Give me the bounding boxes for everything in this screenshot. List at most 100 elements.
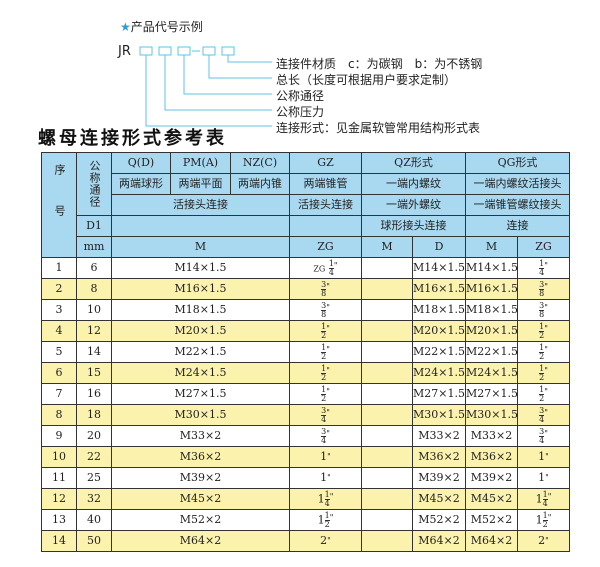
m-cell: M64×2 <box>111 530 290 552</box>
qg-m-cell: M30×1.5 <box>465 404 519 426</box>
table-row: 10 22 M36×2 1" M36×2 M36×2 1" <box>41 446 571 468</box>
m-cell: M36×2 <box>111 446 290 468</box>
seq-cell: 12 <box>41 488 77 510</box>
dn-cell: 8 <box>76 278 112 300</box>
m-cell: M14×1.5 <box>111 257 290 279</box>
m-cell: M45×2 <box>111 488 290 510</box>
header-gz-connection: 活接头连接 <box>289 194 362 216</box>
qg-zg-cell: 3 8 " <box>517 299 571 321</box>
qg-zg-cell: 1" <box>517 446 571 468</box>
qg-zg-cell: 1 2 " <box>517 341 571 363</box>
qz-m-cell <box>361 257 413 279</box>
qz-m-cell <box>361 299 413 321</box>
m-cell: M52×2 <box>111 509 290 531</box>
qg-zg-cell: 3 8 " <box>517 278 571 300</box>
zg-cell: 1 1 4 " <box>289 488 362 510</box>
dn-cell: 12 <box>76 320 112 342</box>
qz-d-cell: M14×1.5 <box>411 257 467 279</box>
qz-m-cell <box>361 404 413 426</box>
label-pressure: 公称压力 <box>276 105 325 119</box>
nut-connection-table: 序号 公称通径 Q(D) PM(A) NZ(C) GZ QZ形式 QG形式 两端… <box>41 152 571 552</box>
header-qg-desc3: 连接 <box>465 215 571 237</box>
whole-part: 1 <box>317 492 325 505</box>
header-mm: mm <box>76 236 112 258</box>
header-qz: QZ形式 <box>360 152 467 174</box>
table-row: 2 8 M16×1.5 3 8 " M16×1.5 M16×1.5 3 8 " <box>41 278 571 300</box>
qz-m-cell <box>361 383 413 405</box>
dn-cell: 14 <box>76 341 112 363</box>
code-diagram <box>139 46 272 127</box>
qg-zg-cell: 1 1 2 " <box>517 509 571 531</box>
qz-m-cell <box>361 509 413 531</box>
label-diameter: 公称通径 <box>276 89 325 103</box>
qg-m-cell: M20×1.5 <box>465 320 519 342</box>
table-row: 4 12 M20×1.5 1 2 " M20×1.5 M20×1.5 1 2 " <box>41 320 571 342</box>
qz-m-cell <box>361 341 413 363</box>
table-row: 1 6 M14×1.5 ZG 1 4 " M14×1.5 M14×1.5 1 4 " <box>41 257 571 279</box>
header-qz-desc3: 球形接头连接 <box>360 215 467 237</box>
qz-d-cell: M39×2 <box>411 467 467 489</box>
table-row: 12 32 M45×2 1 1 4 " M45×2 M45×2 1 1 4 " <box>41 488 571 510</box>
whole-part: 2 <box>320 534 328 547</box>
dn-cell: 15 <box>76 362 112 384</box>
header-zg: ZG <box>289 236 362 258</box>
header-union-connection: 活接头连接 <box>111 194 290 216</box>
seq-cell: 4 <box>41 320 77 342</box>
header-qg: QG形式 <box>465 152 571 174</box>
seq-cell: 1 <box>41 257 77 279</box>
m-cell: M27×1.5 <box>111 383 290 405</box>
zg-cell: 3 8 " <box>289 278 362 300</box>
zg-cell: 3 8 " <box>289 299 362 321</box>
qg-zg-cell: 3 4 " <box>517 425 571 447</box>
header-qz-d: D <box>411 236 467 258</box>
header-qg-m: M <box>465 236 519 258</box>
table-row: 14 50 M64×2 2" M64×2 M64×2 2" <box>41 530 571 552</box>
dn-cell: 25 <box>76 467 112 489</box>
qg-m-cell: M27×1.5 <box>465 383 519 405</box>
qg-m-cell: M22×1.5 <box>465 341 519 363</box>
dn-cell: 40 <box>76 509 112 531</box>
qg-m-cell: M64×2 <box>465 530 519 552</box>
table-row: 13 40 M52×2 1 1 2 " M52×2 M52×2 1 1 2 " <box>41 509 571 531</box>
header-nz: NZ(C) <box>230 152 290 174</box>
whole-part: 1 <box>320 471 328 484</box>
table-row: 5 14 M22×1.5 1 2 " M22×1.5 M22×1.5 1 2 " <box>41 341 571 363</box>
code-box-3 <box>177 46 191 56</box>
qg-zg-cell: 3 4 " <box>517 404 571 426</box>
zg-cell: 1 2 " <box>289 362 362 384</box>
header-qz-desc2: 一端外螺纹 <box>360 194 467 216</box>
table-row: 8 18 M30×1.5 3 4 " M30×1.5 M30×1.5 3 4 " <box>41 404 571 426</box>
whole-part: 2 <box>538 534 546 547</box>
header-qg-zg: ZG <box>517 236 571 258</box>
label-connection: 连接形式：见金属软管常用结构形式表 <box>276 121 481 135</box>
m-cell: M20×1.5 <box>111 320 290 342</box>
header-dn: 公称通径 <box>76 152 112 216</box>
zg-cell: 1 2 " <box>289 383 362 405</box>
zg-cell: 2" <box>289 530 362 552</box>
qz-d-cell: M45×2 <box>411 488 467 510</box>
m-cell: M18×1.5 <box>111 299 290 321</box>
whole-part: 1 <box>538 450 546 463</box>
seq-cell: 2 <box>41 278 77 300</box>
table-row: 6 15 M24×1.5 1 2 " M24×1.5 M24×1.5 1 2 " <box>41 362 571 384</box>
header-qg-desc2: 一端锥管螺纹接头 <box>465 194 571 216</box>
table-row: 11 25 M39×2 1" M39×2 M39×2 1" <box>41 467 571 489</box>
qg-zg-cell: 1 2 " <box>517 362 571 384</box>
qg-zg-cell: 1 4 " <box>517 257 571 279</box>
header-empty <box>289 215 362 237</box>
dn-cell: 6 <box>76 257 112 279</box>
m-cell: M30×1.5 <box>111 404 290 426</box>
